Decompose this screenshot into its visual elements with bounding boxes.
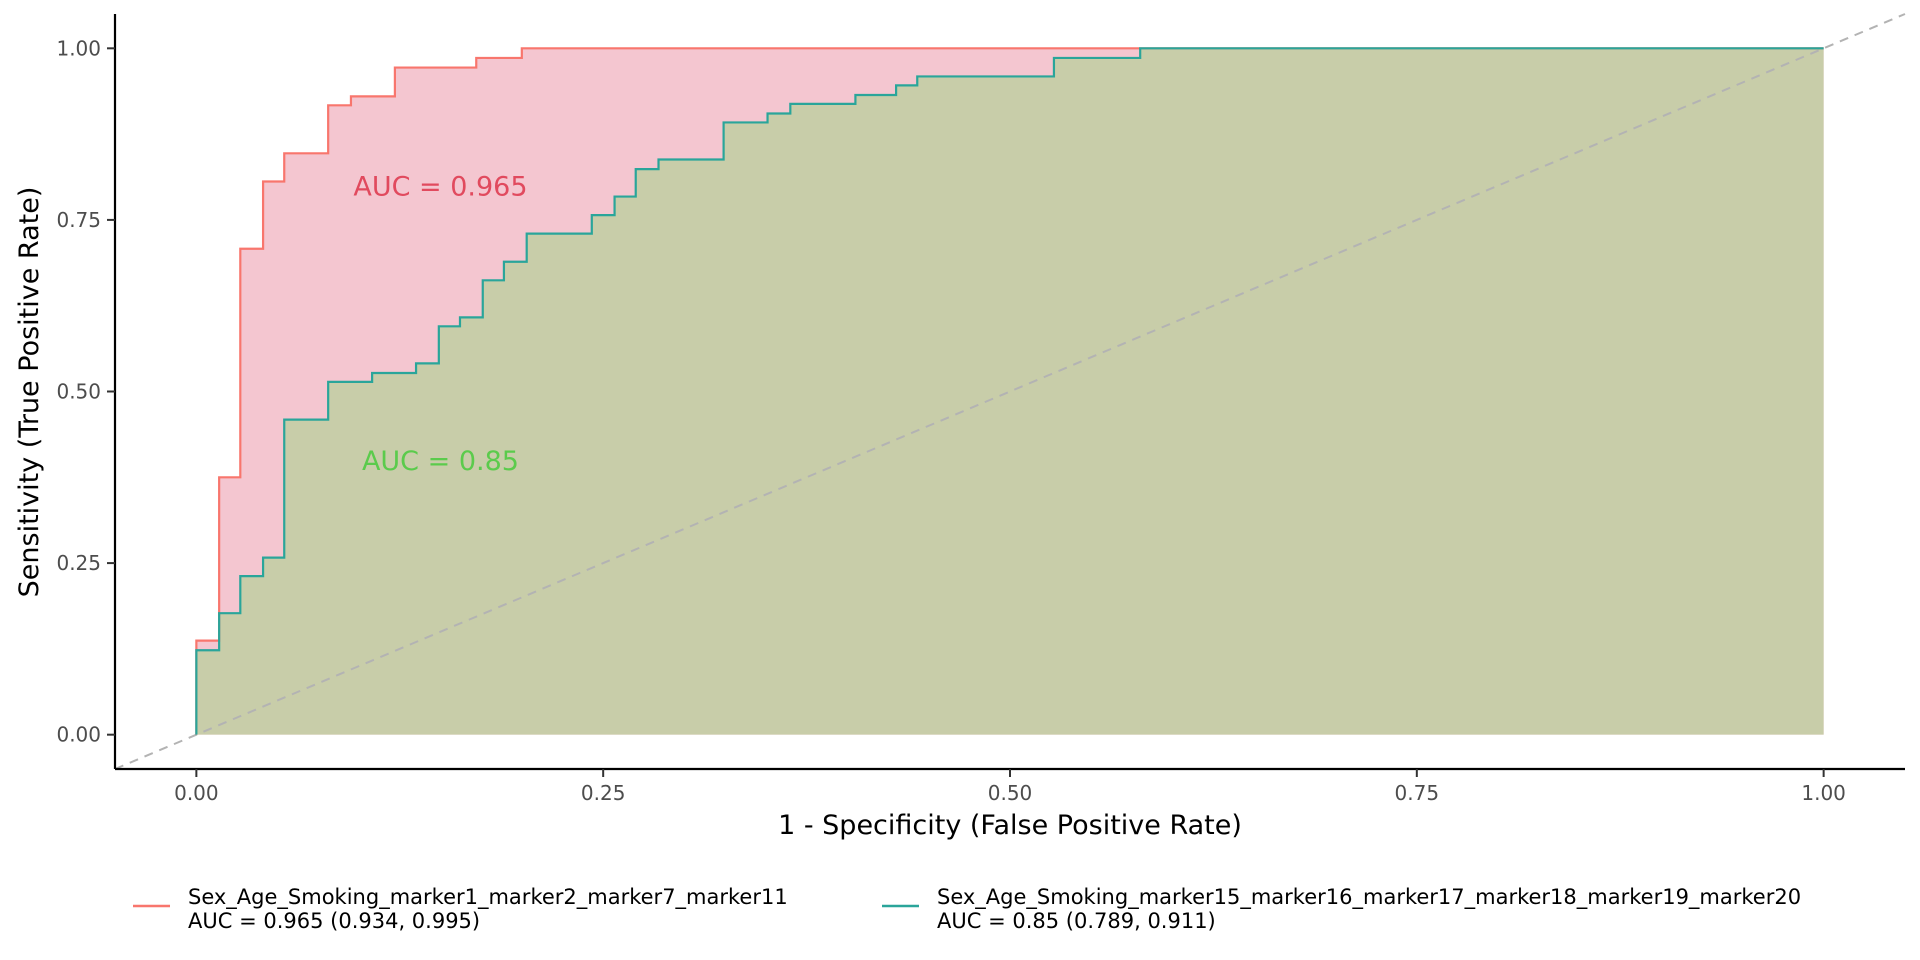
x-tick-label: 1.00: [1801, 781, 1846, 805]
x-axis-title: 1 - Specificity (False Positive Rate): [778, 810, 1242, 841]
tick-marks: 0.00 0.25 0.50 0.75 1.00 0.00 0.25 0.50 0.75 1.00: [56, 36, 1845, 805]
y-tick-label: 0.25: [56, 551, 101, 575]
x-tick-label: 0.25: [581, 781, 626, 805]
auc-annotation-series-2: AUC = 0.85: [362, 446, 519, 477]
reference-diagonal: [114, 13, 1906, 770]
x-tick-label: 0.50: [988, 781, 1033, 805]
y-tick-label: 0.00: [56, 723, 101, 747]
x-tick-label: 0.75: [1395, 781, 1440, 805]
legend-label-series-1: Sex_Age_Smoking_marker1_marker2_marker7_…: [188, 885, 788, 910]
auc-annotation-series-1: AUC = 0.965: [353, 172, 527, 203]
auc-annotations: AUC = 0.965 AUC = 0.85: [353, 172, 527, 478]
roc-line-series-2: [195, 47, 1824, 735]
legend: Sex_Age_Smoking_marker1_marker2_marker7_…: [133, 885, 1801, 933]
y-tick-label: 0.50: [56, 380, 101, 404]
chance-line: [114, 13, 1906, 770]
roc-line-series-1: [195, 47, 1824, 735]
legend-auc-series-1: AUC = 0.965 (0.934, 0.995): [188, 909, 480, 933]
roc-curves: [195, 47, 1824, 735]
y-tick-label: 1.00: [56, 36, 101, 60]
x-tick-label: 0.00: [174, 781, 219, 805]
y-axis-title: Sensitivity (True Positive Rate): [14, 187, 45, 598]
legend-auc-series-2: AUC = 0.85 (0.789, 0.911): [937, 909, 1216, 933]
y-tick-label: 0.75: [56, 208, 101, 232]
legend-label-series-2: Sex_Age_Smoking_marker15_marker16_marker…: [937, 885, 1801, 910]
